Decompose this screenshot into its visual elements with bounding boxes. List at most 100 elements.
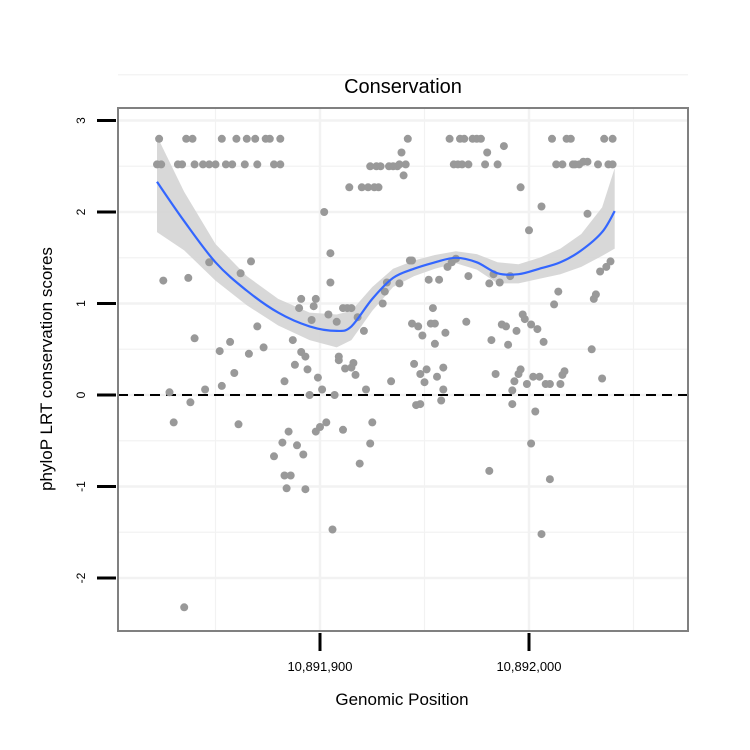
data-point: [301, 352, 310, 361]
data-point: [378, 299, 387, 308]
data-point: [293, 441, 301, 450]
data-point: [558, 160, 567, 169]
data-point: [460, 134, 469, 143]
data-point: [598, 374, 607, 383]
data-point: [320, 208, 329, 216]
data-point: [433, 372, 441, 381]
data-point: [217, 134, 226, 143]
data-point: [155, 134, 164, 143]
data-point: [583, 157, 592, 166]
data-point: [552, 160, 561, 169]
data-point: [290, 360, 299, 369]
y-tick-label: 3: [74, 117, 88, 124]
y-tick-label: 2: [74, 208, 88, 215]
data-point: [259, 343, 268, 352]
x-tick-label: 10,891,900: [287, 659, 352, 674]
data-point: [270, 160, 278, 169]
data-point: [359, 326, 368, 335]
x-axis-title: Genomic Position: [335, 690, 468, 709]
data-point: [253, 160, 262, 169]
data-point: [481, 160, 490, 169]
data-point: [548, 134, 556, 143]
data-point: [282, 484, 291, 493]
data-point: [276, 134, 285, 143]
data-point: [458, 160, 467, 169]
data-point: [387, 377, 396, 386]
data-point: [180, 603, 189, 612]
data-point: [368, 418, 377, 427]
data-point: [395, 160, 404, 169]
data-point: [313, 373, 322, 382]
y-axis: -2 -1 0 1 2 3: [74, 117, 116, 583]
data-point: [556, 380, 565, 388]
data-point: [276, 160, 285, 169]
data-point: [226, 337, 235, 346]
data-point: [430, 319, 439, 328]
data-point: [324, 310, 333, 319]
data-point: [483, 148, 492, 157]
data-point: [606, 257, 615, 266]
data-point: [186, 398, 195, 407]
data-point: [608, 160, 617, 169]
confidence-ribbon: [157, 136, 615, 348]
data-point: [566, 134, 575, 143]
data-point: [265, 134, 274, 143]
data-point: [529, 372, 538, 381]
data-point: [502, 322, 510, 331]
data-point: [328, 525, 337, 534]
data-point: [439, 385, 448, 394]
data-point: [416, 400, 425, 409]
data-point: [351, 370, 360, 379]
data-point: [159, 276, 168, 285]
data-point: [516, 183, 525, 192]
data-point: [355, 459, 364, 468]
data-point: [297, 294, 306, 303]
data-point: [188, 134, 197, 143]
x-tick-label: 10,892,000: [496, 659, 561, 674]
chart-title: Conservation: [344, 76, 462, 98]
data-point: [418, 331, 427, 340]
data-point: [284, 427, 293, 436]
data-point: [190, 334, 199, 343]
data-point: [476, 134, 485, 143]
data-point: [441, 328, 450, 337]
data-point: [309, 302, 318, 311]
data-point: [232, 134, 241, 143]
data-point: [205, 258, 214, 267]
data-point: [326, 278, 335, 287]
points-layer: [153, 134, 617, 612]
data-point: [215, 347, 224, 356]
data-point: [522, 380, 531, 388]
data-point: [347, 304, 356, 313]
y-axis-title: phyloP LRT conservation scores: [37, 247, 56, 491]
data-point: [221, 160, 230, 169]
data-point: [345, 183, 354, 192]
data-point: [247, 257, 255, 266]
y-tick-label: -1: [74, 481, 88, 492]
data-point: [334, 356, 343, 365]
data-point: [234, 420, 243, 429]
data-point: [303, 365, 312, 374]
data-point: [550, 300, 559, 309]
data-point: [299, 450, 308, 459]
data-point: [583, 209, 592, 218]
data-point: [326, 249, 335, 258]
data-point: [318, 385, 327, 394]
data-point: [545, 380, 554, 388]
data-point: [485, 466, 494, 475]
data-point: [600, 134, 609, 143]
data-point: [184, 273, 193, 282]
data-point: [422, 365, 431, 374]
confidence-ribbon-layer: [157, 136, 615, 348]
data-point: [508, 400, 517, 409]
data-point: [535, 372, 544, 381]
data-point: [608, 134, 617, 143]
smooth-fit-line: [156, 181, 616, 333]
data-point: [508, 386, 517, 395]
data-point: [240, 160, 249, 169]
data-point: [587, 345, 596, 354]
data-point: [537, 202, 546, 211]
data-point: [495, 278, 504, 287]
data-point: [286, 471, 295, 480]
